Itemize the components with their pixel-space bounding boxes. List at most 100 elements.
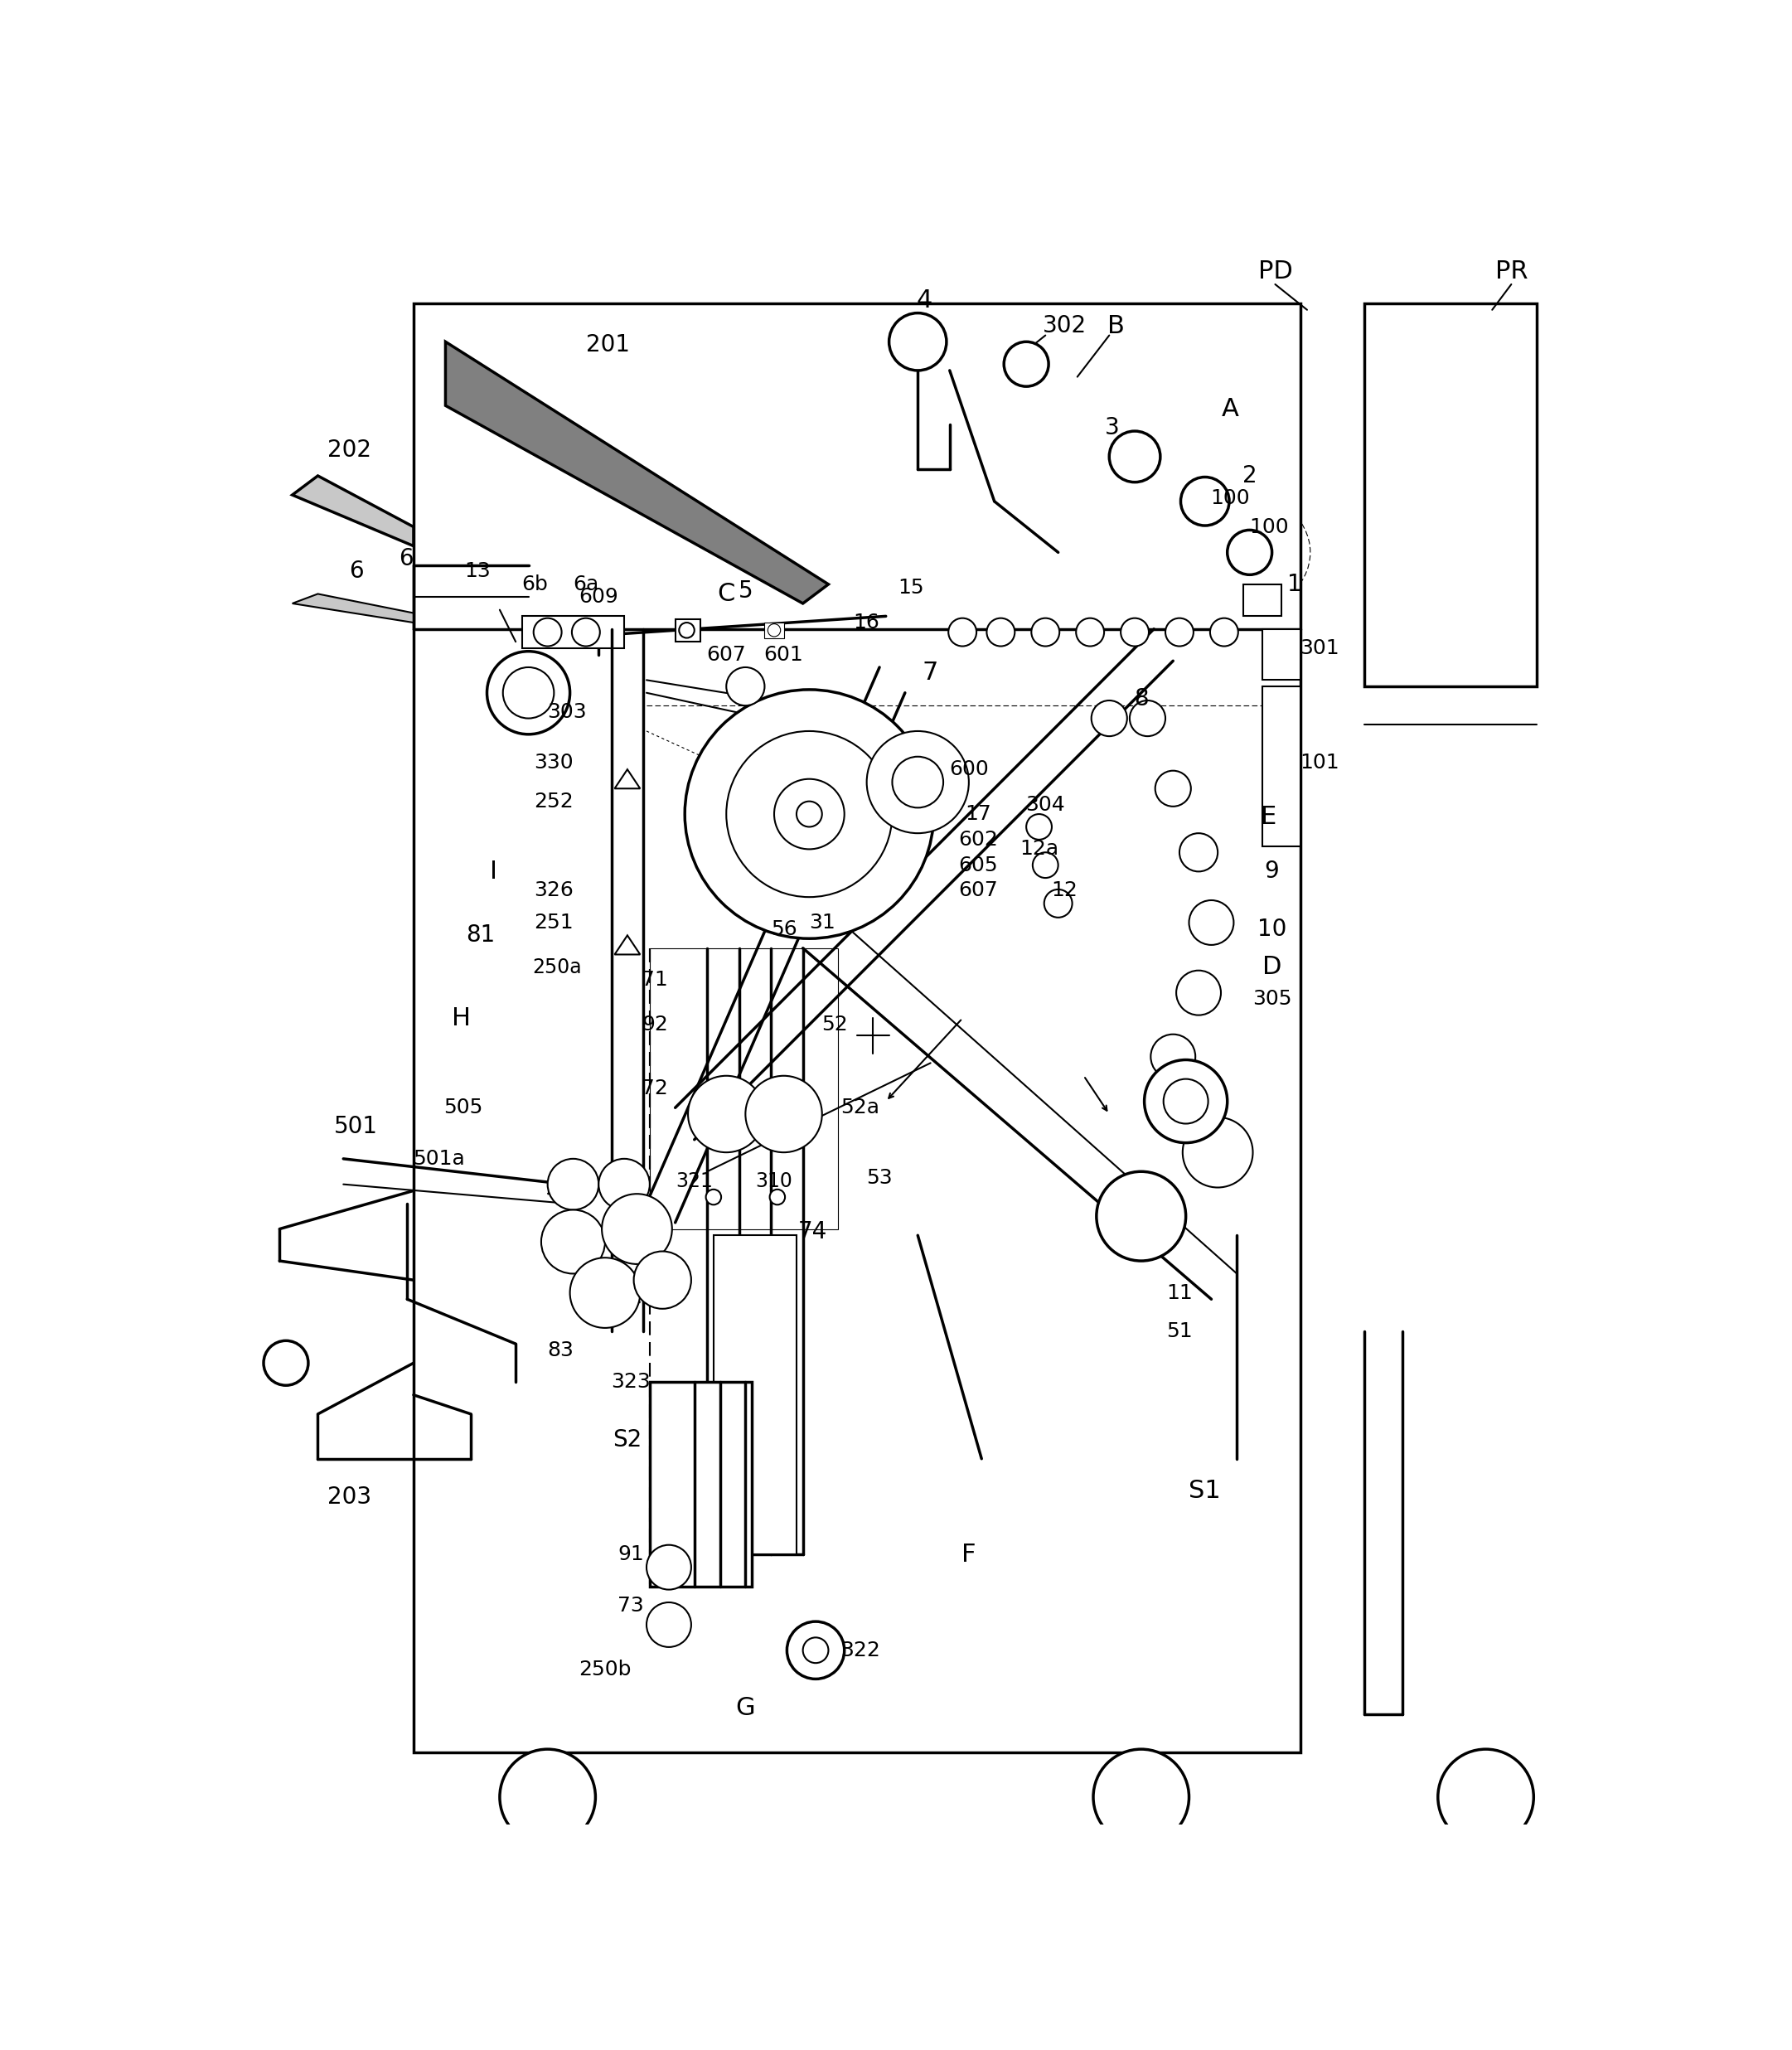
Text: 12: 12 [1052, 882, 1077, 900]
Text: 602: 602 [959, 830, 998, 849]
Text: 250a: 250a [532, 957, 582, 978]
Text: 607: 607 [959, 882, 998, 900]
Bar [414, 303, 1301, 1753]
Text: 609: 609 [579, 586, 618, 607]
Polygon shape [446, 342, 828, 603]
Text: 100: 100 [1211, 488, 1251, 508]
Text: 2: 2 [1242, 463, 1256, 488]
Text: 83: 83 [547, 1341, 573, 1361]
Text: E: E [1262, 806, 1276, 830]
Bar [676, 619, 701, 642]
Text: H: H [452, 1007, 471, 1031]
Polygon shape [292, 594, 414, 623]
Circle shape [602, 1193, 672, 1265]
Text: 501: 501 [333, 1115, 378, 1138]
Circle shape [726, 732, 892, 898]
Circle shape [504, 666, 554, 718]
Text: 53: 53 [866, 1168, 892, 1187]
Text: F: F [962, 1542, 977, 1566]
Circle shape [1004, 342, 1048, 385]
Circle shape [1032, 619, 1059, 646]
Text: 9: 9 [1265, 859, 1279, 884]
Circle shape [572, 619, 600, 646]
Circle shape [1181, 478, 1229, 525]
Text: 250b: 250b [579, 1658, 631, 1679]
Circle shape [1129, 701, 1165, 736]
Polygon shape [615, 769, 640, 789]
Text: 91: 91 [618, 1544, 643, 1564]
Text: 304: 304 [1025, 795, 1064, 814]
Text: S2: S2 [613, 1429, 642, 1451]
Text: 600: 600 [950, 758, 989, 779]
Circle shape [1437, 1749, 1534, 1845]
Circle shape [599, 1158, 650, 1210]
Polygon shape [783, 910, 796, 935]
Text: 1: 1 [1287, 572, 1301, 597]
Text: 72: 72 [642, 1078, 668, 1099]
Circle shape [1120, 619, 1149, 646]
Circle shape [685, 689, 934, 939]
Text: 31: 31 [808, 912, 835, 933]
Circle shape [263, 1341, 308, 1386]
Text: S1: S1 [1188, 1478, 1220, 1503]
Circle shape [1176, 970, 1220, 1015]
Circle shape [1145, 1060, 1228, 1142]
Circle shape [1165, 619, 1193, 646]
Polygon shape [292, 476, 414, 545]
Bar [1262, 687, 1301, 847]
Text: C: C [717, 582, 735, 607]
Circle shape [1163, 1078, 1208, 1123]
Bar [521, 617, 624, 648]
Circle shape [987, 619, 1014, 646]
Circle shape [1032, 853, 1057, 877]
Bar [713, 1236, 796, 1554]
Bar [650, 1382, 753, 1587]
Circle shape [548, 1158, 599, 1210]
Circle shape [796, 802, 823, 826]
Text: 81: 81 [466, 925, 495, 947]
Text: D: D [1262, 955, 1281, 980]
Circle shape [774, 779, 844, 849]
Text: 71: 71 [642, 970, 668, 990]
Polygon shape [615, 935, 640, 955]
Text: 6b: 6b [521, 574, 548, 594]
Bar [1244, 584, 1281, 617]
Circle shape [1179, 832, 1219, 871]
Circle shape [771, 1189, 785, 1205]
Circle shape [889, 314, 946, 371]
Circle shape [500, 1749, 595, 1845]
Text: A: A [1222, 398, 1238, 420]
Text: 310: 310 [756, 1171, 792, 1191]
Text: 326: 326 [534, 882, 573, 900]
Text: 202: 202 [328, 439, 371, 461]
Text: 330: 330 [534, 752, 573, 773]
Text: 251: 251 [534, 912, 573, 933]
Text: 73: 73 [618, 1595, 643, 1615]
Text: 305: 305 [1253, 990, 1292, 1009]
Circle shape [487, 652, 570, 734]
Text: 501a: 501a [414, 1148, 466, 1168]
Circle shape [541, 1210, 606, 1273]
Text: 201: 201 [586, 334, 629, 357]
Circle shape [726, 666, 765, 705]
Text: 605: 605 [959, 855, 998, 875]
Text: 6a: 6a [573, 574, 599, 594]
Text: 101: 101 [1301, 752, 1340, 773]
Circle shape [745, 1076, 823, 1152]
Circle shape [892, 756, 943, 808]
Circle shape [948, 619, 977, 646]
Bar [650, 947, 839, 1228]
Text: B: B [1107, 314, 1124, 338]
Text: 8: 8 [1134, 687, 1149, 711]
Circle shape [1027, 814, 1052, 840]
Text: G: G [737, 1695, 754, 1720]
Text: 7: 7 [923, 660, 939, 685]
Circle shape [1150, 1035, 1195, 1078]
Circle shape [1190, 900, 1233, 945]
Text: PR: PR [1495, 260, 1529, 283]
Text: 6: 6 [349, 560, 364, 582]
Text: 51: 51 [1167, 1320, 1192, 1341]
Circle shape [679, 623, 694, 638]
Text: PD: PD [1258, 260, 1292, 283]
Text: 505: 505 [444, 1097, 484, 1117]
